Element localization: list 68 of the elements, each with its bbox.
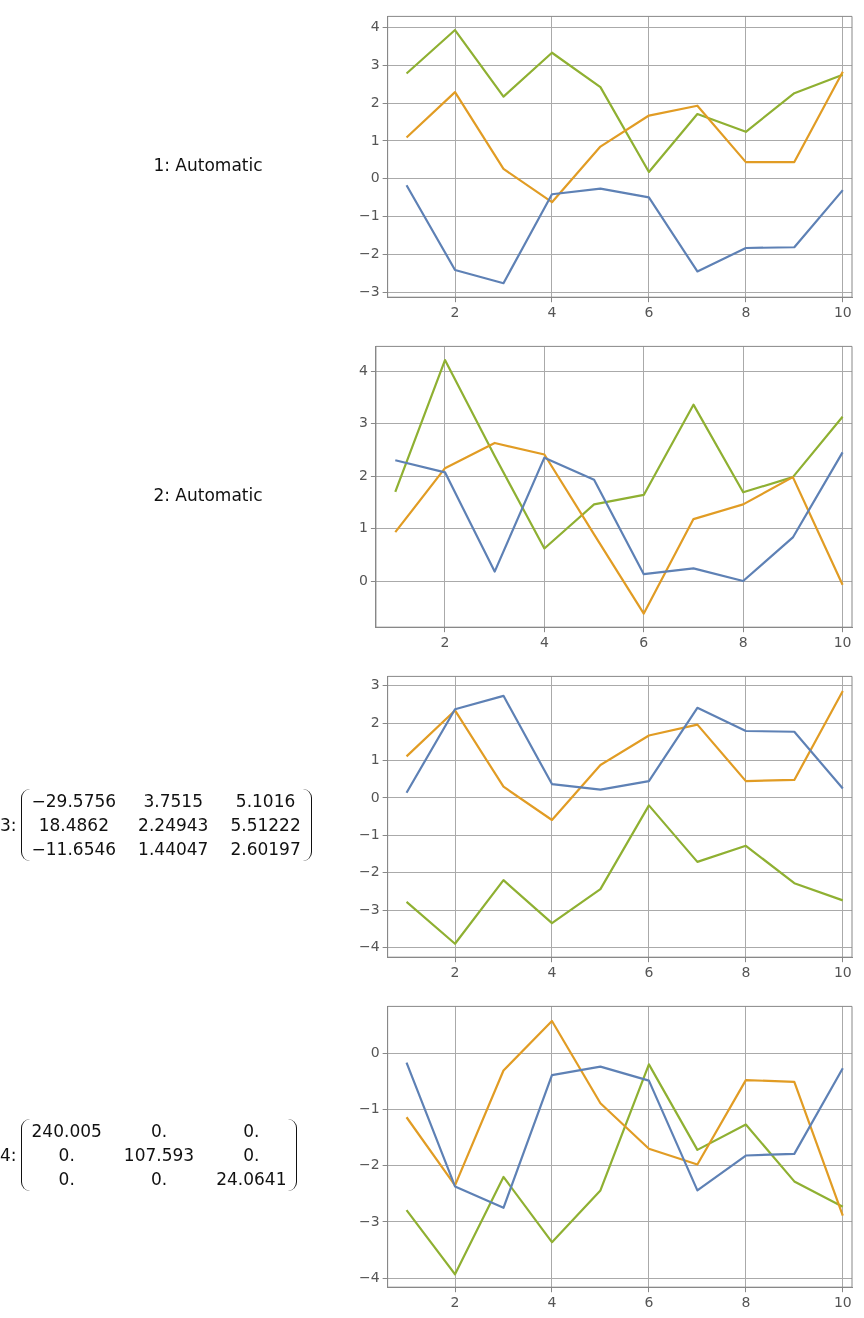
text: 1.44047 xyxy=(138,839,209,859)
x-tick-label: 10 xyxy=(833,304,852,321)
y-tick-label: −2 xyxy=(359,245,380,262)
text: 1: Automatic xyxy=(152,155,263,175)
x-tick-label: 2 xyxy=(450,304,460,321)
x-tick-label: 4 xyxy=(539,634,549,651)
text: 24.0641 xyxy=(216,1169,287,1189)
text: 2.60197 xyxy=(230,839,301,859)
y-tick-label: −2 xyxy=(359,863,380,880)
text: 5.1016 xyxy=(234,791,297,811)
text: 2: Automatic xyxy=(152,485,263,505)
text: 18.4862 xyxy=(37,815,110,835)
text: 3: xyxy=(0,815,17,835)
x-tick-label: 2 xyxy=(450,1294,460,1311)
y-tick-label: 2 xyxy=(370,93,380,110)
text: −11.6546 xyxy=(31,839,117,859)
y-tick-label: 3 xyxy=(370,676,380,693)
y-tick-label: 1 xyxy=(358,519,368,536)
x-tick-label: 10 xyxy=(833,634,852,651)
x-tick-label: 6 xyxy=(644,964,654,981)
x-tick-label: 10 xyxy=(833,1294,852,1311)
text: 0. xyxy=(149,1121,169,1141)
y-tick-label: 0 xyxy=(358,571,368,588)
y-tick-label: 2 xyxy=(370,713,380,730)
text: −29.5756 xyxy=(31,791,117,811)
y-tick-label: 1 xyxy=(370,751,380,768)
y-tick-label: −3 xyxy=(359,900,380,917)
y-tick-label: 4 xyxy=(370,18,380,35)
y-tick-label: 4 xyxy=(358,361,368,378)
x-tick-label: 8 xyxy=(741,964,751,981)
y-tick-label: −4 xyxy=(359,938,380,955)
y-tick-label: 0 xyxy=(370,1043,380,1060)
y-tick-label: −1 xyxy=(359,1100,380,1117)
x-tick-label: 4 xyxy=(547,304,557,321)
x-tick-label: 4 xyxy=(547,1294,557,1311)
text: 2.24943 xyxy=(138,815,209,835)
y-tick-label: −4 xyxy=(359,1268,380,1285)
y-tick-label: 1 xyxy=(370,131,380,148)
text: 0. xyxy=(57,1145,76,1165)
text: 107.593 xyxy=(123,1145,195,1165)
y-tick-label: 0 xyxy=(370,788,380,805)
y-tick-label: 0 xyxy=(370,169,380,186)
y-tick-label: −2 xyxy=(359,1156,380,1173)
x-tick-label: 2 xyxy=(450,964,460,981)
x-tick-label: 6 xyxy=(644,304,654,321)
text: 0. xyxy=(242,1121,261,1141)
x-tick-label: 8 xyxy=(741,304,751,321)
x-tick-label: 6 xyxy=(644,1294,654,1311)
x-tick-label: 10 xyxy=(833,964,852,981)
text: 5.51222 xyxy=(230,815,301,835)
text: 240.005 xyxy=(31,1121,102,1141)
text: 0. xyxy=(57,1169,76,1189)
x-tick-label: 4 xyxy=(547,964,557,981)
y-tick-label: −1 xyxy=(359,207,380,224)
text: 0. xyxy=(242,1145,261,1165)
x-tick-label: 2 xyxy=(440,634,450,651)
x-tick-label: 8 xyxy=(741,1294,751,1311)
y-tick-label: 3 xyxy=(358,414,368,431)
text: 0. xyxy=(149,1169,169,1189)
y-tick-label: −3 xyxy=(359,282,380,299)
y-tick-label: −1 xyxy=(359,825,380,842)
y-tick-label: 3 xyxy=(370,55,380,72)
y-tick-label: −3 xyxy=(359,1212,380,1229)
text: 4: xyxy=(0,1145,17,1165)
text: 3.7515 xyxy=(142,791,204,811)
y-tick-label: 2 xyxy=(358,466,368,483)
x-tick-label: 6 xyxy=(639,634,649,651)
x-tick-label: 8 xyxy=(738,634,748,651)
